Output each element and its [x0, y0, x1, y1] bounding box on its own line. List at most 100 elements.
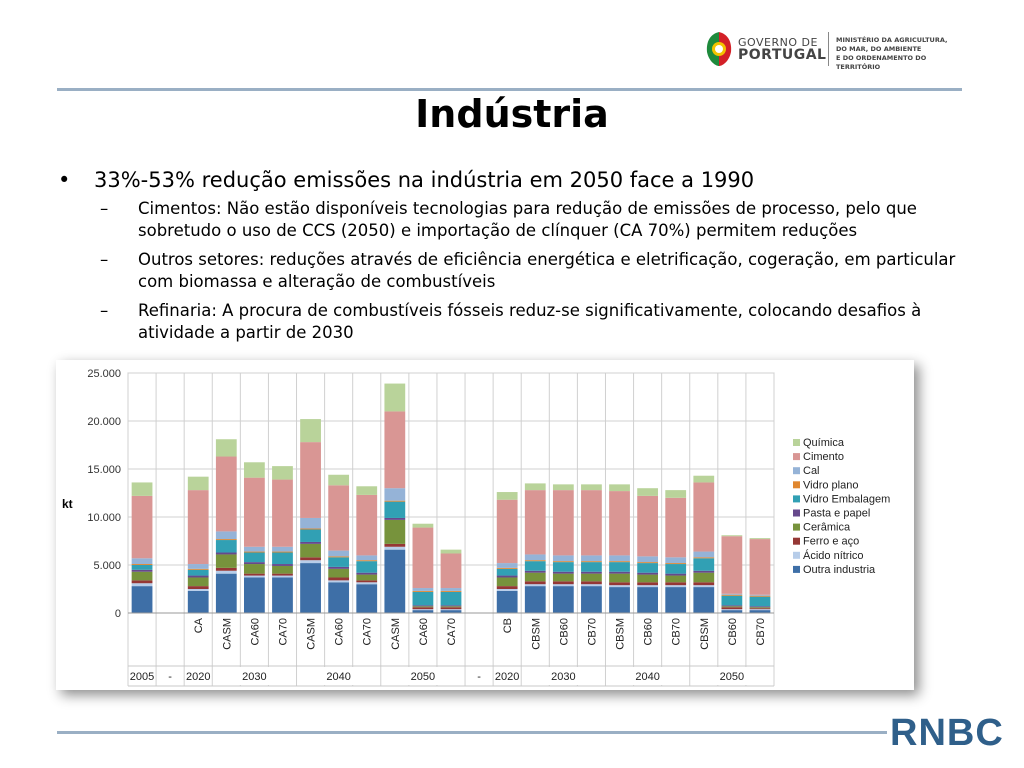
bar-segment: [300, 442, 321, 518]
bar-segment: [609, 562, 630, 572]
bar-segment: [215, 540, 237, 553]
bar-segment: [356, 580, 378, 583]
bar-segment: [187, 590, 209, 613]
bar-segment: [749, 607, 771, 609]
bar-segment: [187, 568, 209, 570]
ministry-line: MINISTÉRIO DA AGRICULTURA,: [836, 36, 948, 44]
bar-segment: [665, 497, 687, 558]
y-axis-label: kt: [62, 497, 73, 511]
bar-segment: [328, 550, 350, 557]
bar-segment: [721, 595, 743, 606]
bar-segment: [215, 570, 237, 574]
bar-segment: [609, 585, 630, 588]
year-label: -: [168, 671, 172, 683]
x-tick-label: CB70: [586, 618, 598, 646]
x-tick-label: CBSM: [615, 618, 627, 650]
bar-segment: [215, 567, 237, 571]
legend-swatch: [793, 495, 800, 503]
bar-segment: [131, 565, 153, 570]
bar-segment: [609, 491, 630, 556]
bullet-main-text: 33%-53% redução emissões na indústria em…: [94, 168, 755, 192]
bar-segment: [131, 495, 153, 559]
bar-segment: [328, 474, 350, 486]
bar-segment: [440, 588, 462, 591]
bar-segment: [272, 466, 293, 480]
legend-label: Vidro plano: [803, 479, 858, 491]
x-tick-label: CASM: [390, 618, 402, 650]
top-rule: [57, 88, 962, 91]
bar-segment: [384, 411, 406, 489]
year-cell: [297, 667, 380, 685]
bar-segment: [412, 610, 434, 613]
bar-segment: [384, 500, 406, 502]
bar-segment: [215, 439, 237, 457]
x-tick-label: CBSM: [530, 618, 542, 650]
bar-segment: [581, 586, 602, 613]
x-tick-label: CA70: [446, 618, 458, 646]
bar-segment: [665, 557, 687, 564]
bar-segment: [412, 588, 434, 591]
bar-segment: [272, 551, 293, 553]
bar-segment: [609, 571, 630, 574]
legend-swatch: [793, 565, 800, 573]
bar-segment: [356, 572, 378, 575]
bar-segment: [552, 581, 574, 585]
bar-segment: [440, 553, 462, 589]
legend-label: Química: [803, 437, 845, 449]
year-cell: [690, 667, 773, 685]
bar-segment: [215, 456, 237, 532]
bar-segment: [300, 543, 321, 558]
sub-bullet-text: Cimentos: Não estão disponíveis tecnolog…: [138, 199, 917, 240]
gov-logo-line1: GOVERNO DE: [738, 36, 818, 49]
bar-segment: [721, 594, 743, 596]
bar-segment: [440, 549, 462, 554]
bar-segment: [637, 495, 659, 557]
bar-segment: [412, 591, 434, 606]
y-tick-label: 5.000: [93, 560, 121, 572]
bar-segment: [665, 587, 687, 613]
sub-bullet-dash: –: [100, 250, 109, 269]
ministry-line: E DO ORDENAMENTO DO TERRITÓRIO: [836, 54, 927, 71]
bar-segment: [721, 536, 743, 594]
bar-segment: [356, 486, 378, 495]
bar-segment: [131, 583, 153, 587]
bar-segment: [552, 555, 574, 562]
bar-segment: [356, 560, 378, 562]
year-label: 2040: [326, 671, 350, 683]
bar-segment: [749, 596, 771, 607]
bar-segment: [524, 561, 546, 571]
bar-segment: [412, 590, 434, 592]
bar-segment: [412, 606, 434, 608]
bar-segment: [524, 570, 546, 573]
bar-segment: [637, 574, 659, 583]
year-label: 2050: [720, 671, 744, 683]
bar-segment: [187, 569, 209, 576]
bar-segment: [552, 562, 574, 572]
bottom-rule: [57, 731, 887, 734]
bar-segment: [693, 551, 715, 558]
bar-segment: [496, 590, 518, 613]
portugal-emblem-icon: [706, 32, 732, 66]
bar-segment: [384, 546, 406, 550]
bar-segment: [131, 564, 153, 565]
bar-segment: [496, 568, 518, 576]
x-tick-label: CA60: [418, 618, 430, 646]
x-tick-label: CB60: [558, 618, 570, 646]
bar-segment: [356, 584, 378, 613]
bar-segment: [749, 608, 771, 610]
bar-segment: [356, 574, 378, 581]
bar-segment: [272, 564, 293, 566]
bar-segment: [693, 582, 715, 586]
bar-segment: [496, 492, 518, 500]
bar-segment: [609, 555, 630, 562]
year-label: 2020: [495, 671, 519, 683]
legend-swatch: [793, 523, 800, 531]
year-label: -: [477, 671, 481, 683]
bar-segment: [131, 580, 153, 584]
bar-segment: [637, 562, 659, 564]
bar-segment: [187, 476, 209, 491]
bullet-dot: •: [58, 168, 71, 192]
bar-segment: [300, 419, 321, 443]
bar-segment: [243, 462, 265, 478]
bar-segment: [328, 577, 350, 581]
